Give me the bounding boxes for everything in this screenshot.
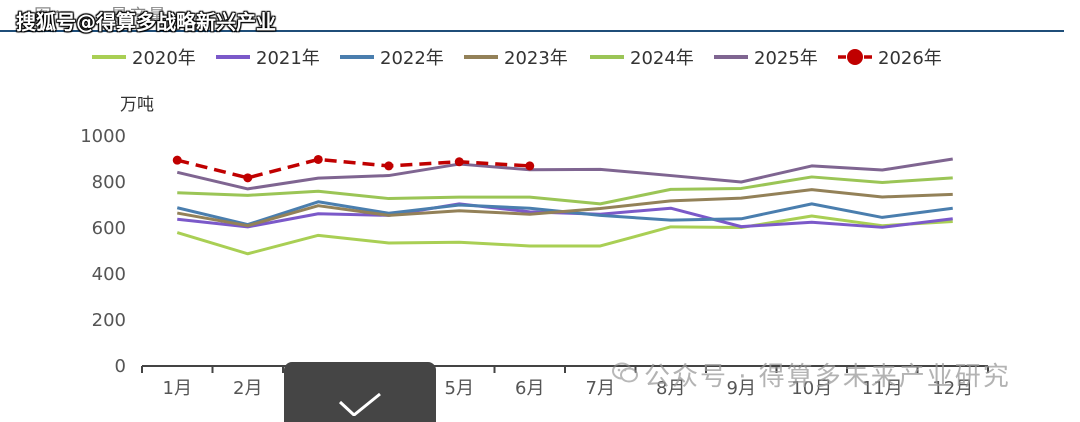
y-tick-label: 800: [92, 172, 126, 193]
chart-legend: 2020年 2021年 2022年 2023年 2024年 2025年 2026年: [92, 48, 942, 69]
legend-label: 2026年: [878, 48, 942, 69]
series-line-4: [177, 175, 953, 206]
header-divider: [0, 30, 1064, 32]
x-tick-label: 12月: [932, 378, 973, 399]
series-line-6: [176, 157, 530, 180]
legend-label: 2024年: [630, 48, 694, 69]
y-tick-label: 200: [92, 310, 126, 331]
data-point: [525, 161, 535, 171]
legend-marker: [847, 49, 863, 65]
legend-label: 2020年: [132, 48, 196, 69]
x-tick-label: 5月: [445, 378, 474, 399]
plot-area: [172, 154, 953, 256]
x-tick-label: 2月: [233, 378, 262, 399]
x-tick-label: 6月: [515, 378, 544, 399]
x-tick-label: 1月: [163, 378, 192, 399]
wechat-icon: [612, 362, 638, 383]
series-line-0: [176, 214, 953, 256]
corner-watermark-text: 公众号 · 得算多未来产业研究: [644, 362, 1011, 392]
data-point: [243, 173, 253, 183]
checkmark-icon[interactable]: [338, 392, 382, 416]
source-watermark: 搜狐号@得算多战略新兴产业: [16, 10, 276, 34]
series-line-3: [176, 188, 953, 228]
x-tick-label: 8月: [656, 378, 685, 399]
legend-label: 2023年: [504, 48, 568, 69]
y-tick-label: 400: [92, 264, 126, 285]
legend-label: 2021年: [256, 48, 320, 69]
header-bar: 图：……最产量 搜狐号@得算多战略新兴产业: [0, 0, 1080, 34]
chart-title-partial: 图：……最产量: [34, 6, 167, 27]
legend-label: 2025年: [754, 48, 818, 69]
y-tick-label: 1000: [80, 126, 126, 147]
data-point: [313, 154, 323, 164]
series-line-5: [176, 157, 953, 191]
y-tick-label: 0: [115, 356, 126, 377]
data-point: [454, 157, 464, 167]
legend-label: 2022年: [380, 48, 444, 69]
y-axis-ticks: 0 200 400 600 800 1000: [80, 126, 126, 377]
y-tick-label: 600: [92, 218, 126, 239]
data-point: [384, 161, 394, 171]
x-tick-label: 7月: [586, 378, 615, 399]
x-tick-label: 11月: [862, 378, 903, 399]
y-axis-unit-label: 万吨: [120, 95, 154, 115]
corner-watermark: 公众号 · 得算多未来产业研究: [612, 356, 1011, 393]
x-tick-label: 10月: [791, 378, 832, 399]
x-tick-label: 9月: [727, 378, 756, 399]
data-point: [172, 155, 182, 165]
